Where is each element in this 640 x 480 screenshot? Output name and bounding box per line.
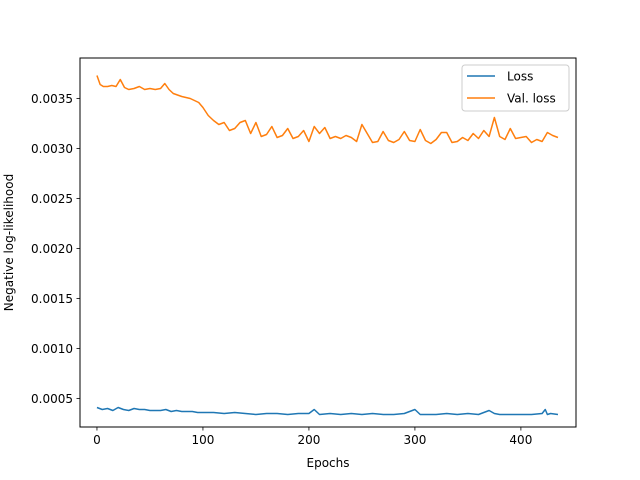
x-tick-label: 200 — [297, 433, 320, 447]
x-tick-label: 300 — [403, 433, 426, 447]
plot-area — [80, 58, 576, 427]
y-tick-label: 0.0010 — [31, 342, 73, 356]
legend: Loss Val. loss — [461, 64, 570, 112]
axis-ticks: 0 100 200 300 400 0.0005 0.0010 0.0015 0.0020 0.0… — [31, 92, 532, 447]
y-tick-label: 0.0030 — [31, 142, 73, 156]
y-axis-label: Negative log-likelihood — [2, 174, 16, 311]
y-tick-label: 0.0035 — [31, 92, 73, 106]
series-line-val-loss — [96, 75, 559, 145]
series-layer — [96, 75, 559, 416]
legend-label-val-loss: Val. loss — [507, 92, 556, 106]
y-tick-label: 0.0015 — [31, 292, 73, 306]
x-tick-label: 100 — [191, 433, 214, 447]
legend-label-loss: Loss — [507, 70, 533, 84]
x-tick-label: 400 — [509, 433, 532, 447]
plot-frame — [79, 57, 577, 428]
series-line-loss — [96, 406, 559, 416]
y-tick-label: 0.0005 — [31, 392, 73, 406]
x-axis-label: Epochs — [307, 456, 350, 470]
x-tick-label: 0 — [93, 433, 101, 447]
y-tick-label: 0.0025 — [31, 192, 73, 206]
y-tick-label: 0.0020 — [31, 242, 73, 256]
